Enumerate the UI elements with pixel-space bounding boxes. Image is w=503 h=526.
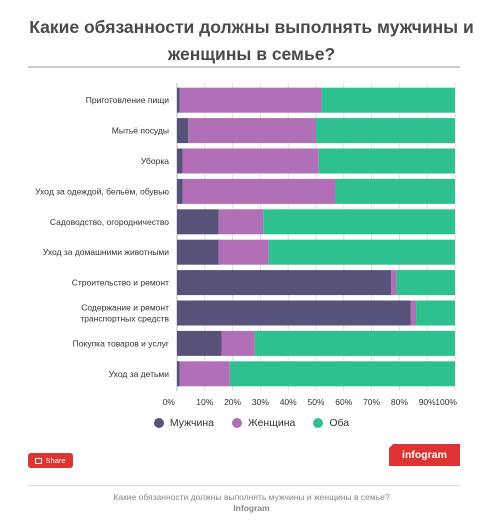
legend-label-women: Женщина: [247, 417, 296, 429]
bar-segment-women[interactable]: [410, 300, 417, 326]
category-label: Приготовление пищи: [86, 95, 169, 105]
bar-segment-women[interactable]: [182, 148, 319, 174]
legend-label-both: Оба: [329, 417, 350, 429]
bar-segment-both[interactable]: [416, 300, 455, 326]
bar-segment-women[interactable]: [188, 118, 316, 144]
bar-segment-women[interactable]: [179, 87, 322, 113]
x-tick-label: 40%: [280, 397, 297, 407]
x-tick-label: 90%: [419, 397, 436, 407]
bar-segment-women[interactable]: [182, 178, 336, 204]
bar-segment-men[interactable]: [177, 209, 219, 235]
category-labels: Приготовление пищи Мытьё посуды Уборка Уход…: [35, 95, 170, 379]
bar-segment-men[interactable]: [177, 87, 180, 113]
bar-segment-women[interactable]: [218, 209, 264, 235]
x-tick-label: 20%: [224, 397, 241, 407]
bar-segment-men[interactable]: [177, 118, 189, 144]
bar-segment-both[interactable]: [254, 330, 455, 356]
x-tick-labels: 0% 10% 20% 30% 40% 50% 60% 70% 80% 90% 100%: [163, 397, 458, 407]
legend-dot-both: [313, 418, 324, 428]
bar-segment-women[interactable]: [179, 361, 230, 387]
legend-label-men: Мужчина: [169, 417, 214, 429]
bar-segment-women[interactable]: [221, 330, 255, 356]
bar-segment-men[interactable]: [177, 330, 222, 356]
x-tick-label: 100%: [435, 397, 457, 407]
bar-segment-men[interactable]: [177, 148, 183, 174]
x-tick-label: 80%: [391, 397, 408, 407]
bar-segment-women[interactable]: [218, 239, 269, 265]
infogram-logo[interactable]: infogram: [389, 444, 460, 466]
category-label: Садоводство, огородничество: [50, 217, 169, 227]
category-label: Уход за детьми: [109, 369, 170, 379]
bar-segment-men[interactable]: [177, 239, 219, 265]
category-label: Уход за домашними животными: [43, 247, 169, 257]
bar-segment-both[interactable]: [321, 87, 455, 113]
bar-segment-both[interactable]: [318, 148, 455, 174]
bar-segment-men[interactable]: [177, 300, 411, 326]
bar-segment-both[interactable]: [229, 361, 455, 387]
bar-segment-both[interactable]: [396, 270, 455, 296]
legend-item-women[interactable]: Женщина: [231, 417, 296, 429]
bar-segment-women[interactable]: [391, 270, 397, 296]
category-label: Уход за одеждой, бельём, обувью: [35, 186, 170, 196]
infogram-logo-text: infogram: [402, 449, 447, 461]
bar-segment-both[interactable]: [268, 239, 455, 265]
stacked-bar-chart: Приготовление пищи Мытьё посуды Уборка Уход…: [35, 83, 458, 407]
category-label: Покупка товаров и услуг: [73, 338, 169, 348]
footer-divider: [28, 485, 460, 486]
category-label: Строительство и ремонт: [72, 278, 169, 288]
x-tick-label: 0%: [163, 397, 176, 407]
bar-segment-both[interactable]: [335, 178, 455, 204]
category-label: Уборка: [141, 156, 169, 166]
share-button[interactable]: Share: [28, 453, 73, 468]
legend: Мужчина Женщина Оба: [0, 415, 503, 431]
bar-segment-men[interactable]: [177, 178, 183, 204]
chart-title: Какие обязанности должны выполнять мужчи…: [29, 17, 474, 64]
legend-item-men[interactable]: Мужчина: [153, 417, 214, 429]
category-label: Содержание и ремонт транспортных средств: [80, 303, 169, 324]
x-tick-label: 60%: [335, 397, 352, 407]
share-icon: [35, 457, 43, 464]
x-tick-label: 10%: [196, 397, 213, 407]
title-divider: [28, 66, 460, 68]
legend-dot-women: [231, 418, 242, 428]
footer-brand-link[interactable]: Infogram: [233, 503, 270, 513]
bar-segment-both[interactable]: [263, 209, 455, 235]
bar-segment-men[interactable]: [177, 270, 392, 296]
category-label: Мытьё посуды: [112, 126, 169, 136]
legend-dot-men: [153, 418, 164, 428]
bar-segment-both[interactable]: [316, 118, 455, 144]
bars: [177, 87, 455, 387]
share-label: Share: [45, 456, 66, 465]
bar-segment-men[interactable]: [177, 361, 180, 387]
legend-item-both[interactable]: Оба: [313, 417, 349, 429]
x-tick-label: 30%: [252, 397, 269, 407]
x-tick-label: 70%: [363, 397, 380, 407]
x-tick-label: 50%: [307, 397, 324, 407]
footer-title-link[interactable]: Какие обязанности должны выполнять мужчи…: [113, 492, 390, 502]
